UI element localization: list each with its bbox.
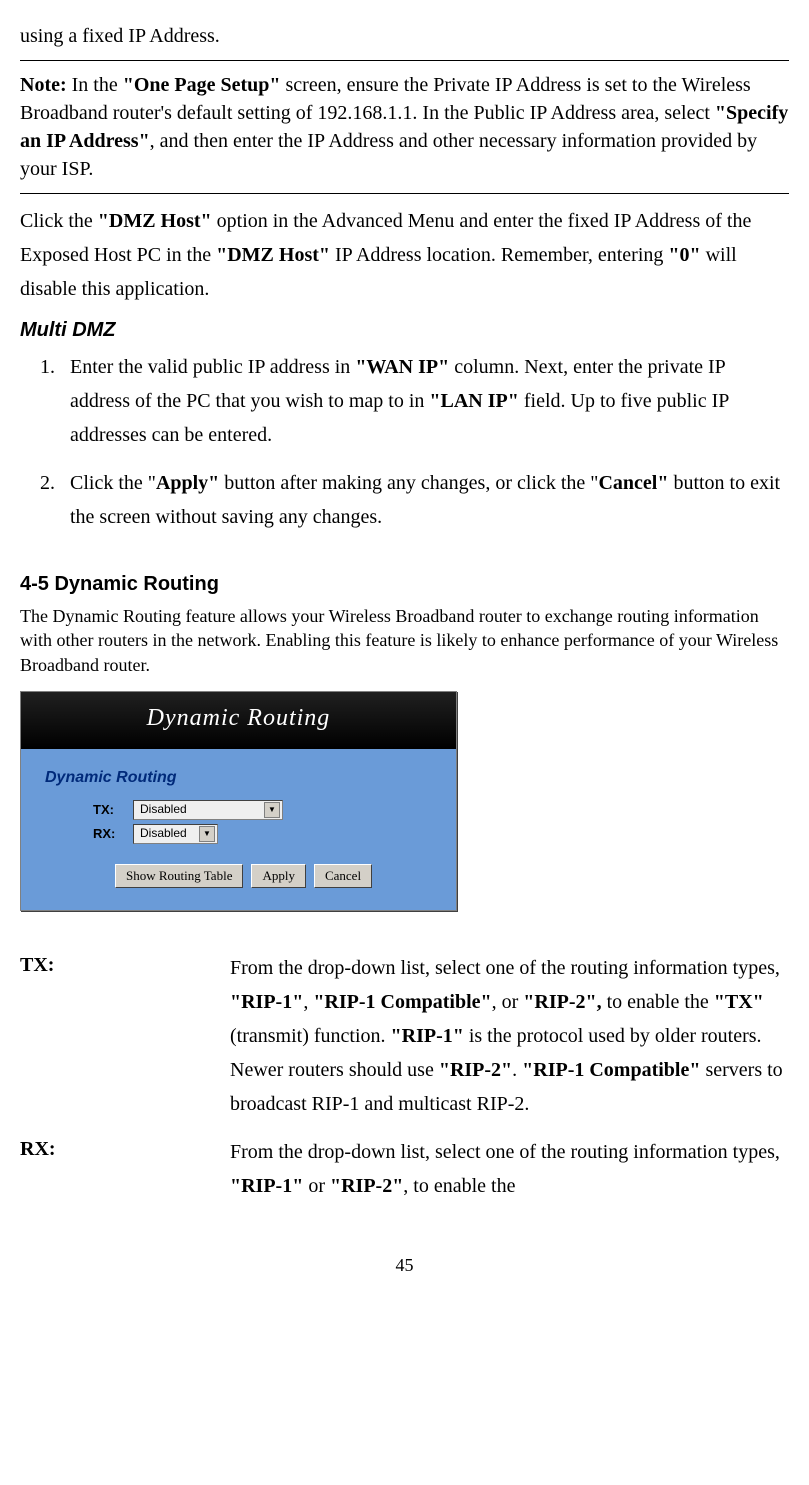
tx-b1: "RIP-1" [230, 991, 303, 1013]
li1-b1: "WAN IP" [355, 356, 449, 378]
tx-b4: "TX" [714, 991, 764, 1013]
show-routing-table-button[interactable]: Show Routing Table [115, 864, 243, 888]
hr-top [20, 60, 789, 61]
rx-c2: , to enable the [403, 1175, 515, 1197]
shot-section-label: Dynamic Routing [45, 767, 440, 789]
tx-b7: "RIP-1 Compatible" [522, 1059, 700, 1081]
dynrouting-desc: The Dynamic Routing feature allows your … [20, 604, 789, 677]
rx-a: From the drop-down list, select one of t… [230, 1141, 780, 1163]
tx-b3: "RIP-2", [523, 991, 601, 1013]
chevron-down-icon: ▼ [264, 802, 280, 818]
tx-definition: From the drop-down list, select one of t… [230, 951, 789, 1121]
shot-rx-value: Disabled [140, 825, 187, 842]
multidmz-heading: Multi DMZ [20, 316, 789, 344]
tx-term: TX: [20, 951, 230, 1121]
note-paragraph: Note: In the "One Page Setup" screen, en… [20, 71, 789, 183]
dmz-paragraph: Click the "DMZ Host" option in the Advan… [20, 204, 789, 306]
multidmz-item2: Click the "Apply" button after making an… [60, 466, 789, 534]
rx-c1: or [303, 1175, 330, 1197]
tx-c2: , or [492, 991, 524, 1013]
dmz-t1: Click the [20, 210, 98, 232]
shot-button-row: Show Routing Table Apply Cancel [115, 864, 440, 888]
shot-row-tx: TX: Disabled ▼ [93, 800, 440, 820]
tx-c6: . [512, 1059, 522, 1081]
page-number: 45 [20, 1253, 789, 1278]
rx-b2: "RIP-2" [330, 1175, 403, 1197]
tx-b2: "RIP-1 Compatible" [313, 991, 491, 1013]
dynamic-routing-screenshot: Dynamic Routing Dynamic Routing TX: Disa… [20, 691, 457, 911]
chevron-down-icon: ▼ [199, 826, 215, 842]
rx-b1: "RIP-1" [230, 1175, 303, 1197]
apply-button[interactable]: Apply [251, 864, 306, 888]
definition-list: TX: From the drop-down list, select one … [20, 951, 789, 1203]
tx-a: From the drop-down list, select one of t… [230, 957, 780, 979]
tx-c3: to enable the [602, 991, 714, 1013]
note-prefix: Note: [20, 74, 67, 96]
shot-row-rx: RX: Disabled ▼ [93, 824, 440, 844]
shot-body: Dynamic Routing TX: Disabled ▼ RX: Disab… [21, 749, 456, 910]
multidmz-list: Enter the valid public IP address in "WA… [20, 350, 789, 534]
dmz-t3: IP Address location. Remember, entering [330, 244, 668, 266]
shot-rx-select[interactable]: Disabled ▼ [133, 824, 218, 844]
dmz-b3: "0" [668, 244, 700, 266]
shot-rx-label: RX: [93, 825, 133, 843]
li2-t2: button after making any changes, or clic… [219, 472, 598, 494]
multidmz-item1: Enter the valid public IP address in "WA… [60, 350, 789, 452]
note-bold1: "One Page Setup" [123, 74, 281, 96]
shot-tx-select[interactable]: Disabled ▼ [133, 800, 283, 820]
intro-line: using a fixed IP Address. [20, 22, 789, 50]
shot-title: Dynamic Routing [21, 692, 456, 750]
rx-term: RX: [20, 1135, 230, 1203]
hr-bottom [20, 193, 789, 194]
tx-b5: "RIP-1" [391, 1025, 464, 1047]
tx-c4: (transmit) function. [230, 1025, 391, 1047]
li2-b2: Cancel" [598, 472, 668, 494]
shot-tx-value: Disabled [140, 801, 187, 818]
li2-b1: Apply" [156, 472, 219, 494]
shot-tx-label: TX: [93, 801, 133, 819]
dmz-b1: "DMZ Host" [98, 210, 212, 232]
note-text1: In the [67, 74, 123, 96]
dynrouting-heading: 4-5 Dynamic Routing [20, 570, 789, 598]
li2-t1: Click the " [70, 472, 156, 494]
rx-definition: From the drop-down list, select one of t… [230, 1135, 789, 1203]
tx-c1: , [303, 991, 313, 1013]
dmz-b2: "DMZ Host" [216, 244, 330, 266]
li1-t1: Enter the valid public IP address in [70, 356, 355, 378]
cancel-button[interactable]: Cancel [314, 864, 372, 888]
li1-b2: "LAN IP" [429, 390, 518, 412]
tx-b6: "RIP-2" [439, 1059, 512, 1081]
